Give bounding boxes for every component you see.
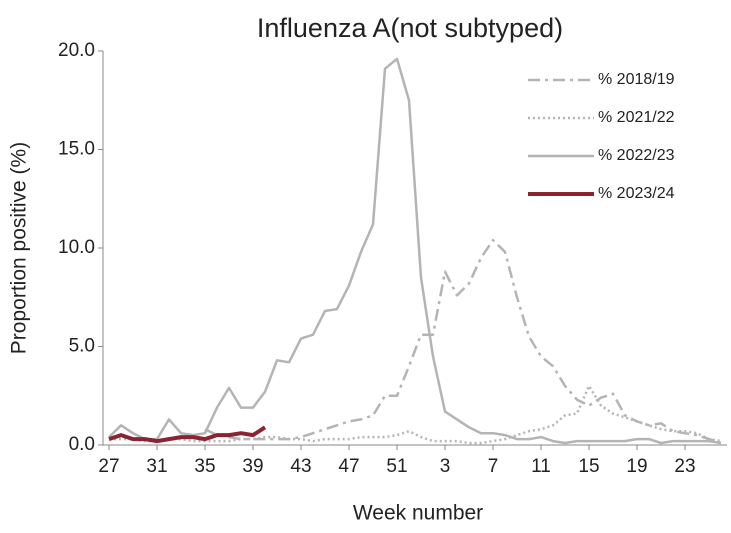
y-tick-label: 20.0: [58, 40, 95, 61]
x-tick-label: 35: [194, 456, 215, 477]
x-tick-label: 47: [338, 456, 359, 477]
x-tick-label: 39: [242, 456, 263, 477]
legend-label: % 2021/22: [598, 109, 675, 126]
series-line: [108, 57, 722, 445]
legend-label: % 2022/23: [598, 147, 675, 164]
legend-label: % 2023/24: [598, 185, 675, 202]
x-tick-label: 11: [531, 456, 551, 477]
x-axis-label: Week number: [353, 502, 483, 525]
x-tick-label: 19: [626, 456, 647, 477]
series-line: [108, 425, 267, 444]
y-tick-label: 0.0: [69, 434, 95, 455]
series-line: [204, 238, 722, 445]
x-tick-label: 43: [290, 456, 311, 477]
y-tick-label: 10.0: [58, 237, 95, 258]
x-tick-label: 31: [146, 456, 167, 477]
x-tick-label: 15: [578, 456, 599, 477]
legend-label: % 2018/19: [598, 71, 675, 88]
y-axis-label: Proportion positive (%): [8, 142, 31, 354]
x-tick-label: 3: [440, 456, 451, 477]
y-tick-label: 5.0: [69, 336, 95, 357]
chart-title: Influenza A(not subtyped): [257, 13, 563, 43]
x-tick-label: 51: [386, 456, 407, 477]
x-tick-label: 23: [674, 456, 695, 477]
x-tick-label: 27: [98, 456, 119, 477]
x-tick-label: 7: [488, 456, 499, 477]
y-tick-label: 15.0: [58, 139, 95, 160]
